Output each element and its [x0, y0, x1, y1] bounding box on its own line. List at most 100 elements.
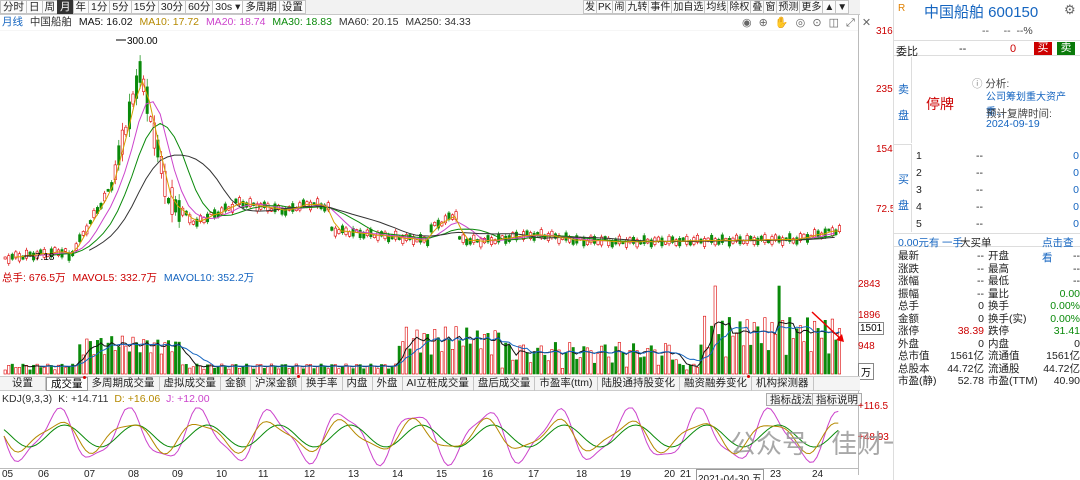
stat-value: --: [977, 275, 984, 287]
volume-bar: [202, 368, 206, 375]
tb-multi-period[interactable]: 多周期: [242, 0, 280, 14]
gear-icon[interactable]: ⚙: [1064, 2, 1076, 17]
volume-bar: [411, 338, 415, 375]
tb-1min[interactable]: 1分: [88, 0, 111, 14]
rt-event[interactable]: 事件: [648, 0, 673, 14]
bid-volume: 0: [1073, 167, 1079, 179]
candle: [106, 189, 110, 192]
bid-row[interactable]: 3 -- 0: [914, 184, 1080, 197]
tb-30s-select[interactable]: 30s ▾: [212, 0, 244, 14]
resume-date: 2024-09-19: [986, 118, 1040, 130]
volume-bars: [3, 285, 841, 375]
tb-fenshi[interactable]: 分时: [0, 0, 27, 14]
candle: [358, 229, 362, 238]
indicator-tabs: 设置 成交量 多周期成交量 虚拟成交量 金额 沪深金额 换手率 内盘 外盘 AI…: [0, 374, 860, 391]
bid-row[interactable]: 2 -- 0: [914, 167, 1080, 180]
red-arrow: [811, 311, 843, 341]
rt-exright[interactable]: 除权: [727, 0, 752, 14]
volume-bar: [610, 362, 614, 375]
tb-month[interactable]: 月: [57, 0, 74, 14]
tab-institution[interactable]: 机构探测器: [752, 376, 814, 391]
tab-outer[interactable]: 外盘: [373, 376, 403, 391]
volume-bar: [770, 322, 774, 375]
tab-settings[interactable]: 设置: [0, 376, 46, 391]
volume-bar: [120, 335, 124, 375]
rt-add-watch[interactable]: 加自选: [671, 0, 706, 14]
volume-bar: [49, 365, 53, 375]
volume-bar: [507, 344, 511, 375]
chart-tool-icons[interactable]: ◉ ⊕ ✋ ◎ ⊙ ◫ ⤢ ✕: [742, 17, 874, 29]
volume-bar: [713, 285, 717, 375]
candle: [174, 199, 178, 213]
volume-bar: [681, 365, 685, 375]
analysis-text[interactable]: 公司筹划重大资产重...: [986, 92, 1066, 118]
tab-sh-sz-amount[interactable]: 沪深金额: [251, 374, 302, 391]
candle: [624, 239, 628, 248]
bid-row[interactable]: 1 -- 0: [914, 150, 1080, 163]
sell-button[interactable]: 卖: [1057, 42, 1075, 55]
candle: [167, 197, 171, 204]
volume-bar: [781, 320, 785, 375]
volume-bar: [720, 320, 724, 375]
volume-bar: [426, 334, 430, 375]
tab-inner[interactable]: 内盘: [343, 376, 373, 391]
tb-year[interactable]: 年: [72, 0, 89, 14]
stat-row: 最新 -- 开盘 --: [894, 250, 1080, 263]
ma5-label: MA5: 16.02: [78, 16, 133, 28]
tb-30min[interactable]: 30分: [157, 0, 187, 14]
ma250-label: MA250: 34.33: [405, 16, 471, 28]
tab-amount[interactable]: 金额: [221, 376, 251, 391]
volume-bar: [784, 354, 788, 375]
volume-bar: [468, 343, 472, 375]
rt-scroll-up[interactable]: ▲: [822, 0, 837, 14]
volume-bar: [28, 369, 32, 375]
tb-settings[interactable]: 设置: [278, 0, 306, 14]
volume-bar: [316, 366, 320, 375]
bid-row[interactable]: 4 -- 0: [914, 201, 1080, 214]
stat-value: 31.41: [1053, 325, 1080, 337]
rt-overlay[interactable]: 叠: [750, 0, 765, 14]
stat-value: --: [977, 250, 984, 262]
buy-button[interactable]: 买: [1034, 42, 1052, 55]
tb-5min[interactable]: 5分: [109, 0, 132, 14]
volume-bar: [678, 363, 682, 375]
rt-scroll-down[interactable]: ▼: [835, 0, 850, 14]
big-order-amount: 0.00元有: [898, 237, 940, 249]
tb-day[interactable]: 日: [26, 0, 43, 14]
volume-bar: [337, 368, 341, 375]
bid-row[interactable]: 5 -- 0: [914, 218, 1080, 231]
index-help-button[interactable]: 指标说明: [812, 393, 862, 406]
rt-ma[interactable]: 均线: [704, 0, 729, 14]
tab-pe-ttm[interactable]: 市盈率(ttm): [535, 376, 598, 391]
tb-15min[interactable]: 15分: [130, 0, 159, 14]
tab-after-hours[interactable]: 盘后成交量: [474, 376, 536, 391]
rt-jiuzhuan[interactable]: 九转: [625, 0, 650, 14]
volume-bar: [827, 353, 831, 375]
big-order-link[interactable]: 点击查看: [1042, 237, 1074, 264]
rt-more[interactable]: 更多: [799, 0, 824, 14]
stat-label: 内盘: [988, 337, 1009, 350]
tab-northbound[interactable]: 陆股通持股变化: [598, 376, 680, 391]
rt-fa[interactable]: 发: [583, 0, 597, 14]
rt-predict[interactable]: 预测: [776, 0, 801, 14]
rt-pk[interactable]: PK: [596, 0, 614, 14]
tab-volume[interactable]: 成交量: [46, 375, 88, 391]
tab-virtual-volume[interactable]: 虚拟成交量: [160, 376, 221, 391]
rt-alarm[interactable]: 闹: [612, 0, 627, 14]
volume-bar: [518, 345, 522, 375]
stat-label: 量比: [988, 287, 1009, 300]
tab-turnover[interactable]: 换手率: [302, 376, 343, 391]
stat-label: 换手: [988, 300, 1009, 312]
ma60-label: MA60: 20.15: [338, 16, 399, 28]
tab-multi-volume[interactable]: 多周期成交量: [88, 376, 160, 391]
stat-label: 市盈(TTM): [988, 375, 1038, 387]
index-strategy-button[interactable]: 指标战法: [766, 393, 816, 406]
tab-margin[interactable]: 融资融券变化: [680, 374, 752, 391]
volume-bar: [248, 365, 252, 375]
stat-label: 流通股: [988, 362, 1020, 375]
bid-volume: 0: [1073, 184, 1079, 196]
tb-60min[interactable]: 60分: [185, 0, 214, 14]
tb-week[interactable]: 周: [41, 0, 58, 14]
rt-window[interactable]: 窗: [763, 0, 778, 14]
tab-ai-volume[interactable]: AI立桩成交量: [403, 376, 474, 391]
